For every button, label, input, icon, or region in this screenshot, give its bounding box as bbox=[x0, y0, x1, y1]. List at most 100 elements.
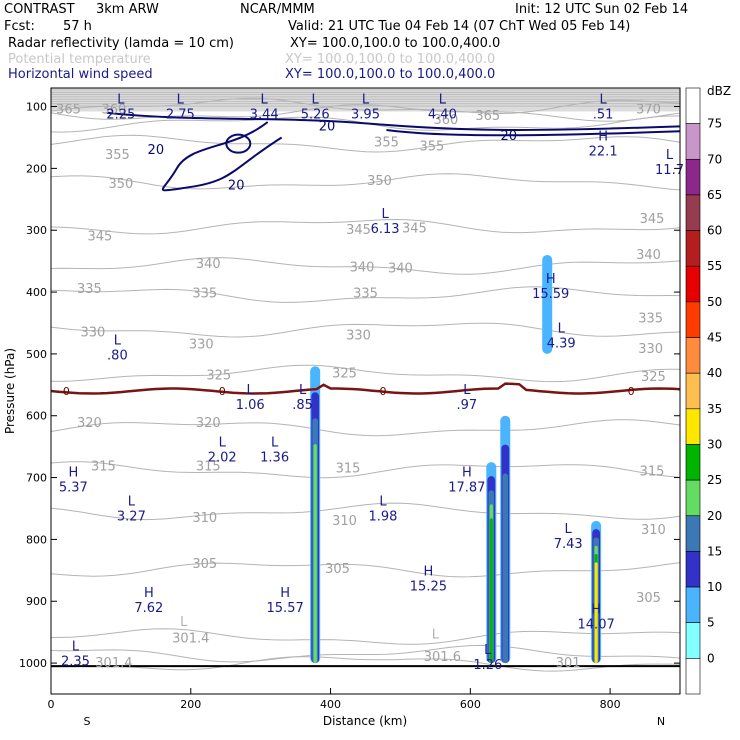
field-xy-reflectivity: XY= 100.0,100.0 to 100.0,400.0 bbox=[290, 36, 500, 51]
header-init: Init: 12 UTC Sun 02 Feb 14 bbox=[515, 2, 688, 17]
x-tick-label: 0 bbox=[48, 698, 55, 711]
header-title: CONTRAST bbox=[4, 2, 75, 17]
theta-label: 310 bbox=[332, 514, 357, 529]
hl-marker-value: 15.59 bbox=[532, 287, 569, 302]
hl-marker-value: 1.36 bbox=[260, 451, 289, 466]
theta-label: 315 bbox=[91, 459, 116, 474]
colorbar-swatch bbox=[685, 408, 701, 445]
theta-label: 310 bbox=[192, 511, 217, 526]
hl-marker-value: 22.1 bbox=[589, 145, 618, 160]
axes: 0 200 400 600 800100200300400500600700800900… bbox=[19, 101, 680, 711]
colorbar-swatch bbox=[685, 123, 701, 160]
theta-contour-340 bbox=[50, 257, 681, 275]
theta-contour-350 bbox=[50, 173, 681, 191]
hl-marker-type: L bbox=[271, 436, 279, 451]
reflectivity-level-20 bbox=[502, 473, 509, 664]
hl-marker-value: 2.02 bbox=[208, 451, 237, 466]
colorbar-swatch bbox=[685, 265, 701, 303]
colorbar-level-label: 20 bbox=[707, 509, 722, 523]
hl-marker-type: L bbox=[72, 640, 80, 655]
hl-marker-type: L bbox=[261, 92, 269, 107]
hl-marker-value: 15.57 bbox=[267, 601, 304, 616]
hl-marker-type: L bbox=[439, 92, 447, 107]
hl-marker-value: 3.44 bbox=[250, 107, 279, 122]
hl-marker-type: H bbox=[280, 586, 290, 601]
hl-marker-type: L bbox=[558, 321, 566, 336]
hl-marker-type: H bbox=[144, 586, 154, 601]
hl-marker-value: 3.27 bbox=[117, 509, 146, 524]
field-xy-wind: XY= 100.0,100.0 to 100.0,400.0 bbox=[285, 67, 495, 82]
colorbar-level-label: 0 bbox=[707, 651, 715, 665]
hl-marker-type: L bbox=[565, 522, 573, 537]
colorbar-level-label: 50 bbox=[707, 295, 722, 309]
hl-marker-type: L bbox=[381, 207, 389, 222]
hl-marker-value: .97 bbox=[456, 398, 477, 413]
colorbar-swatch bbox=[685, 586, 701, 624]
hl-marker-value: 3.95 bbox=[351, 107, 380, 122]
hl-marker-type: H bbox=[598, 130, 608, 145]
theta-contour-315 bbox=[50, 461, 681, 479]
hl-marker-type: H bbox=[462, 465, 472, 480]
colorbar-unit: dBZ bbox=[707, 84, 731, 98]
model-top-band bbox=[51, 88, 680, 112]
hl-marker-value: .85 bbox=[292, 398, 313, 413]
reflectivity-level-35 bbox=[594, 562, 598, 664]
colorbar-swatch bbox=[685, 230, 701, 267]
theta-contour-301.6 bbox=[50, 644, 681, 663]
theta-contour-301 bbox=[50, 656, 681, 672]
hl-marker-type: L bbox=[219, 436, 227, 451]
header-fcst-label: Fcst: bbox=[4, 19, 35, 34]
hl-marker-value: 6.13 bbox=[371, 222, 400, 237]
y-tick-label: 1000 bbox=[19, 657, 47, 670]
theta-label: 335 bbox=[192, 286, 217, 301]
theta-label: 325 bbox=[332, 367, 357, 382]
theta-contour-370 bbox=[50, 97, 681, 115]
hl-marker-type: H bbox=[546, 272, 556, 287]
theta-label: 360 bbox=[101, 103, 126, 118]
hl-marker-value: 15.25 bbox=[410, 579, 447, 594]
theta-label: 305 bbox=[636, 591, 661, 606]
field-name-theta: Potential temperature bbox=[8, 52, 151, 67]
x-left-end-label: S bbox=[84, 715, 91, 728]
freezing-label: 0 bbox=[219, 385, 226, 398]
theta-label: 345 bbox=[88, 229, 113, 244]
y-axis-label: Pressure (hPa) bbox=[3, 348, 17, 434]
theta-label: 330 bbox=[189, 338, 214, 353]
header-org: NCAR/MMM bbox=[240, 2, 315, 17]
plot-content: 365 360 360 365 370 355 355 355 350 350 345 345 345 3… bbox=[50, 88, 684, 673]
hl-marker-value: 2.35 bbox=[61, 655, 90, 670]
hl-marker-value: 5.37 bbox=[59, 480, 88, 495]
theta-contour-310 bbox=[50, 502, 681, 521]
colorbar-swatch bbox=[685, 622, 701, 659]
y-tick-label: 800 bbox=[26, 533, 47, 546]
y-tick-label: 400 bbox=[26, 286, 47, 299]
freezing-label: 0 bbox=[628, 385, 635, 398]
freezing-label: 0 bbox=[379, 385, 386, 398]
wind-contour-20 bbox=[386, 129, 681, 137]
colorbar-level-label: 5 bbox=[707, 616, 715, 630]
colorbar-level-label: 25 bbox=[707, 473, 722, 487]
theta-label: 345 bbox=[346, 223, 371, 238]
theta-label: 370 bbox=[636, 103, 661, 118]
header-fcst-value: 57 h bbox=[63, 19, 92, 34]
hl-marker-type: H bbox=[591, 603, 601, 618]
reflectivity-level-25 bbox=[313, 444, 317, 664]
hl-marker-value: 4.39 bbox=[547, 336, 576, 351]
colorbar-level-label: 45 bbox=[707, 331, 722, 345]
colorbar-swatch bbox=[685, 337, 701, 374]
x-tick-label: 200 bbox=[180, 698, 201, 711]
theta-label: 365 bbox=[475, 109, 500, 124]
hl-grey-marker-type: L bbox=[432, 627, 440, 642]
hl-marker-type: L bbox=[666, 148, 674, 163]
wind-label: 20 bbox=[148, 143, 165, 158]
colorbar-swatch bbox=[685, 551, 701, 588]
theta-contour-355 bbox=[50, 134, 681, 153]
hl-marker-type: L bbox=[484, 643, 492, 658]
wind-contour-20 bbox=[225, 133, 252, 154]
theta-label: 345 bbox=[402, 221, 427, 236]
hl-marker-type: H bbox=[424, 564, 434, 579]
colorbar-swatch bbox=[685, 658, 701, 695]
theta-label: 355 bbox=[374, 135, 399, 150]
theta-label: 315 bbox=[336, 461, 361, 476]
